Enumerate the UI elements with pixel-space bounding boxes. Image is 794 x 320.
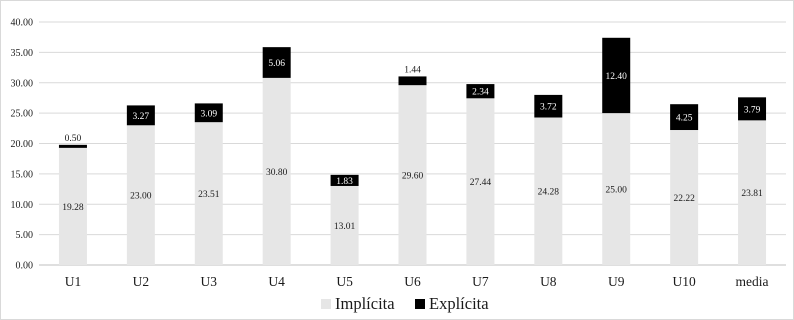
y-tick-label: 10.00 (11, 200, 34, 211)
bar-implicita (262, 77, 291, 265)
y-tick-label: 30.00 (11, 78, 34, 89)
y-tick-label: 0.00 (16, 261, 34, 272)
bar-implicita (466, 98, 495, 265)
bar-implicita (534, 117, 563, 266)
x-tick-label: media (736, 274, 769, 289)
legend-label-implicita: Implícita (335, 294, 395, 313)
bar-explicita (602, 37, 631, 114)
data-label-explicita: 5.06 (268, 59, 285, 69)
y-tick-label: 5.00 (16, 230, 34, 241)
bars: 19.28 0.50 23.00 3.27 23.51 3.09 30.80 5.06 13.0… (58, 37, 767, 266)
x-tick-label: U1 (65, 274, 82, 289)
bar-implicita (126, 125, 155, 266)
x-tick-label: U3 (201, 274, 218, 289)
data-label-explicita: 0.50 (65, 134, 82, 144)
data-label-explicita: 3.27 (133, 112, 150, 122)
data-label-explicita: 1.83 (336, 177, 353, 187)
bar-explicita (466, 84, 495, 99)
bar-implicita (670, 130, 699, 265)
data-label-implicita: 24.28 (538, 188, 560, 198)
x-tick-label: U6 (404, 274, 421, 289)
data-label-implicita: 27.44 (470, 178, 492, 188)
y-tick-label: 35.00 (11, 48, 34, 59)
bar-implicita (330, 185, 359, 265)
x-tick-label: U4 (268, 274, 285, 289)
legend-label-explicita: Explícita (429, 294, 489, 313)
bar-explicita (262, 47, 291, 78)
data-label-implicita: 29.60 (402, 172, 424, 182)
x-tick-label: U5 (336, 274, 353, 289)
x-tick-label: U10 (673, 274, 696, 289)
x-tick-label: U9 (608, 274, 625, 289)
data-label-implicita: 13.01 (334, 222, 356, 232)
x-tick-label: U8 (540, 274, 557, 289)
x-axis: U1 U2 U3 U4 U5 U6 U7 U8 U9 U10 media (65, 274, 769, 289)
y-tick-label: 40.00 (11, 18, 34, 29)
data-label-implicita: 23.51 (198, 190, 220, 200)
data-label-implicita: 25.00 (606, 186, 628, 196)
y-axis: 0.00 5.00 10.00 15.00 20.00 25.00 30.00 35.00 40… (11, 18, 34, 272)
bar-implicita (738, 120, 767, 265)
legend-swatch-implicita (321, 299, 331, 309)
legend: Implícita Explícita (321, 294, 489, 313)
x-tick-label: U7 (472, 274, 489, 289)
y-tick-label: 25.00 (11, 109, 34, 120)
data-label-explicita: 2.34 (472, 88, 489, 98)
bar-explicita (398, 76, 427, 86)
data-label-explicita: 4.25 (676, 114, 693, 124)
data-label-implicita: 23.00 (130, 192, 152, 202)
y-tick-label: 20.00 (11, 139, 34, 150)
data-label-explicita: 3.09 (200, 109, 217, 119)
bar-implicita (602, 113, 631, 265)
bar-explicita (738, 97, 767, 121)
y-tick-label: 15.00 (11, 169, 34, 180)
data-label-implicita: 30.80 (266, 168, 288, 178)
bar-implicita (194, 122, 223, 265)
bar-implicita (398, 85, 427, 266)
bar-explicita (194, 103, 223, 123)
bar-explicita (126, 105, 155, 126)
bar-explicita (58, 144, 87, 148)
data-label-explicita: 3.72 (540, 103, 557, 113)
bar-implicita (58, 147, 87, 265)
bar-explicita (330, 174, 359, 186)
bar-explicita (534, 94, 563, 118)
data-label-implicita: 23.81 (741, 189, 763, 199)
data-label-explicita: 3.79 (744, 105, 761, 115)
bar-explicita (670, 104, 699, 131)
data-label-explicita: 1.44 (404, 65, 421, 75)
legend-swatch-explicita (415, 299, 425, 309)
data-label-implicita: 22.22 (673, 194, 695, 204)
data-label-explicita: 12.40 (606, 72, 628, 82)
data-label-implicita: 19.28 (62, 203, 84, 213)
x-tick-label: U2 (133, 274, 150, 289)
